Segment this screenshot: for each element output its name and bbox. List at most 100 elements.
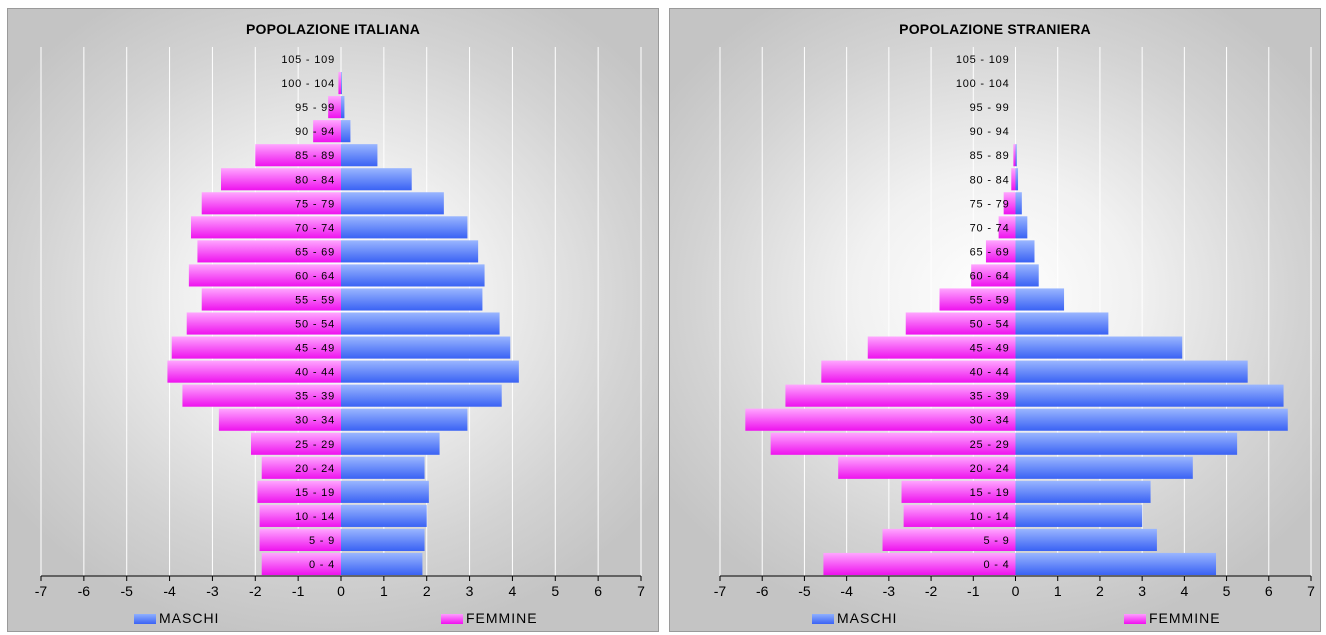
bar-femmine [867,336,1016,359]
age-group-label: 70 - 74 [970,222,1010,234]
age-group-label: 60 - 64 [970,270,1010,282]
age-group-label: 80 - 84 [970,174,1010,186]
bar-maschi [1015,240,1035,263]
age-group-label: 0 - 4 [983,559,1009,571]
bar-femmine [171,336,341,359]
bar-maschi [341,96,345,119]
x-tick-label: 1 [1054,583,1062,599]
bar-maschi [341,384,502,407]
bar-femmine [251,432,341,455]
x-tick-label: 4 [1180,583,1188,599]
bar-femmine [1013,144,1016,167]
bar-femmine [191,216,341,239]
age-group-label: 50 - 54 [295,319,335,331]
bar-maschi [1015,288,1065,311]
chart-plot-straniera: -7 -6 -5 -4 -3 -2 -1 0 1 2 3 4 5 6 7 0 - 4 5 - 9 10 - 14 1… [714,47,1315,599]
bar-femmine [167,360,341,383]
age-group-label: 30 - 34 [295,415,335,427]
chart-plot-italiana: -7 -6 -5 -4 -3 -2 -1 0 1 2 3 4 5 6 7 0 - 4 5 - 9 10 - 14 1… [35,47,645,599]
legend-item-maschi: MASCHI [134,610,219,626]
age-group-label: 55 - 59 [295,294,335,306]
x-tick-label: -3 [206,583,219,599]
bar-maschi [1015,456,1193,479]
x-tick-label: -2 [249,583,262,599]
chart-title: POPOLAZIONE STRANIERA [899,21,1091,37]
bar-maschi [341,528,425,551]
bar-maschi [341,504,427,527]
age-group-label: 65 - 69 [295,246,335,258]
bar-femmine [313,120,341,143]
legend-item-femmine: FEMMINE [1124,610,1221,626]
x-tick-label: -1 [292,583,305,599]
legend-label-maschi: MASCHI [837,610,898,626]
age-group-label: 0 - 4 [309,559,335,571]
age-group-label: 25 - 29 [295,439,335,451]
x-tick-label: -5 [120,583,133,599]
x-tick-label: 5 [1223,583,1231,599]
x-tick-label: -4 [840,583,853,599]
bar-femmine [823,552,1016,576]
bar-maschi [1015,144,1017,167]
age-group-label: 80 - 84 [295,174,335,186]
bar-maschi [341,432,440,455]
x-tick-label: -7 [714,583,727,599]
bar-maschi [341,120,351,143]
chart-title: POPOLAZIONE ITALIANA [245,21,421,37]
bar-femmine [255,144,341,167]
x-tick-label: 3 [466,583,474,599]
bar-femmine [901,480,1016,503]
age-group-label: 60 - 64 [295,270,335,282]
age-group-label: 45 - 49 [295,343,335,355]
bar-femmine [201,192,341,215]
age-group-label: 35 - 39 [970,391,1010,403]
bar-femmine [1003,192,1016,215]
bar-maschi [341,144,378,167]
bar-maschi [1015,168,1019,191]
x-tick-label: -7 [35,583,48,599]
x-tick-label: -5 [798,583,811,599]
x-tick-label: -4 [163,583,176,599]
bar-maschi [341,216,468,239]
bar-maschi [1015,192,1022,215]
x-tick-label: 0 [337,583,345,599]
age-group-label: 100 - 104 [956,78,1010,90]
age-group-label: 105 - 109 [281,54,335,66]
bar-femmine [903,504,1016,527]
age-group-label: 95 - 99 [970,102,1010,114]
legend-swatch-maschi [134,614,156,624]
x-tick-label: 7 [637,583,645,599]
bar-maschi [341,240,479,263]
x-tick-label: -1 [967,583,980,599]
bar-maschi [341,480,429,503]
x-tick-label: 2 [1096,583,1104,599]
legend-label-femmine: FEMMINE [466,610,538,626]
legend-item-femmine: FEMMINE [441,610,538,626]
bar-femmine [261,552,341,576]
legend-item-maschi: MASCHI [812,610,897,626]
bar-maschi [341,168,412,191]
x-tick-label: 2 [423,583,431,599]
age-group-label: 25 - 29 [970,439,1010,451]
x-tick-label: 1 [380,583,388,599]
age-group-label: 75 - 79 [295,198,335,210]
bar-maschi [1015,408,1288,431]
age-group-label: 20 - 24 [970,463,1010,475]
bar-maschi [341,552,423,576]
bar-maschi [341,288,483,311]
x-tick-label: -6 [78,583,91,599]
bar-femmine [971,264,1016,287]
bar-maschi [1015,480,1151,503]
age-group-label: 100 - 104 [281,78,335,90]
bar-femmine [257,480,341,503]
bar-femmine [998,216,1016,239]
age-group-label: 55 - 59 [970,294,1010,306]
age-group-label: 45 - 49 [970,343,1010,355]
legend-swatch-femmine [441,614,463,624]
bar-femmine [882,528,1016,551]
age-group-label: 20 - 24 [295,463,335,475]
age-group-label: 90 - 94 [970,126,1010,138]
bar-maschi [341,192,444,215]
age-group-label: 65 - 69 [970,246,1010,258]
x-tick-label: 5 [551,583,559,599]
bar-femmine [259,528,341,551]
